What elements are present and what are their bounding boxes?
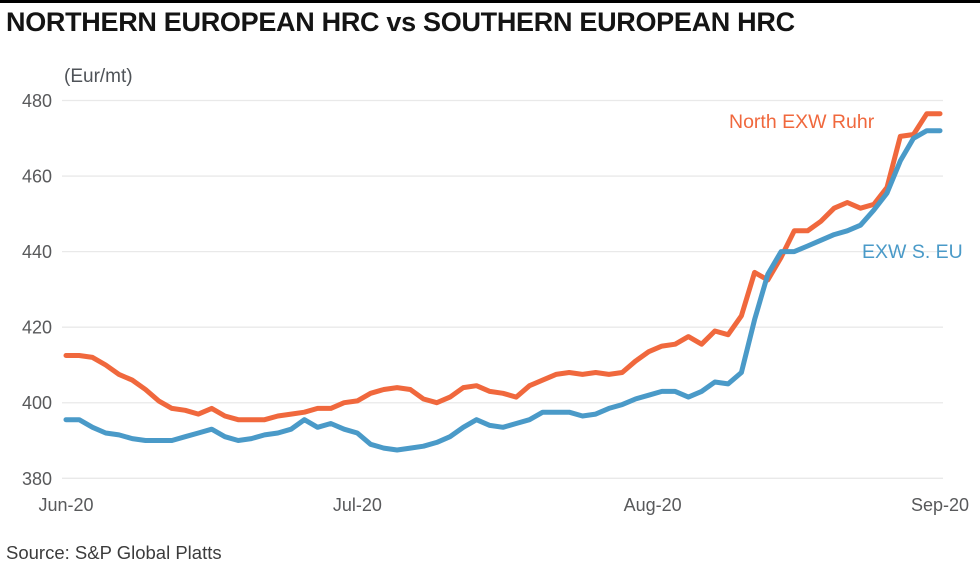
y-tick-label-400: 400	[22, 393, 52, 413]
y-tick-label-440: 440	[22, 242, 52, 262]
x-tick-label-Sep-20: Sep-20	[911, 495, 969, 515]
x-axis-tick-labels: Jun-20 Jul-20 Aug-20 Sep-20	[38, 495, 969, 515]
y-tick-label-480: 480	[22, 91, 52, 111]
y-tick-label-380: 380	[22, 469, 52, 489]
top-border-bar	[0, 0, 980, 3]
y-axis-unit-label: (Eur/mt)	[64, 66, 133, 87]
north-series-inline-label: North EXW Ruhr	[729, 111, 875, 133]
x-tick-label-Aug-20: Aug-20	[624, 495, 682, 515]
north-exw-ruhr-line	[63, 111, 943, 423]
south-series-inline-label: EXW S. EU	[862, 241, 963, 263]
gridlines	[62, 99, 943, 479]
x-tick-label-Jun-20: Jun-20	[38, 495, 93, 515]
x-tick-label-Jul-20: Jul-20	[333, 495, 382, 515]
y-axis-tick-labels: 380 400 420 440 460 480	[22, 91, 52, 489]
y-tick-label-460: 460	[22, 167, 52, 187]
series-lines	[63, 111, 943, 453]
exw-s-eu-line	[63, 128, 943, 453]
y-tick-label-420: 420	[22, 318, 52, 338]
source-attribution: Source: S&P Global Platts	[6, 542, 222, 563]
page-title: NORTHERN EUROPEAN HRC vs SOUTHERN EUROPE…	[6, 7, 795, 37]
